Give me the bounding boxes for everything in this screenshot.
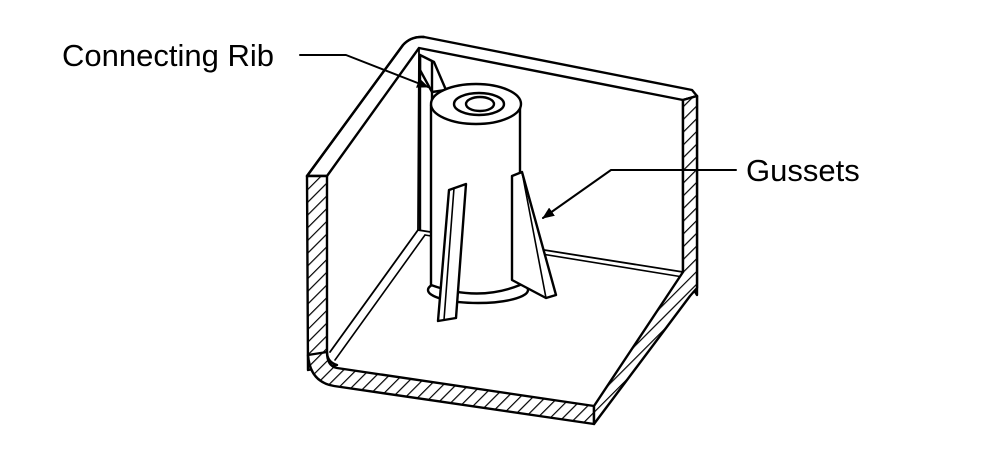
- connecting-rib-label: Connecting Rib: [62, 38, 274, 73]
- boss-bore-inner: [464, 95, 496, 113]
- gussets-label: Gussets: [746, 153, 860, 188]
- floor-section: [306, 350, 596, 426]
- gusset-left: [436, 182, 468, 323]
- rib-leader: [299, 54, 429, 88]
- right-wall-section: [592, 94, 699, 426]
- left-wall-section: [305, 174, 339, 372]
- floor-back-edge: [329, 229, 684, 353]
- gussets-leader: [542, 169, 737, 219]
